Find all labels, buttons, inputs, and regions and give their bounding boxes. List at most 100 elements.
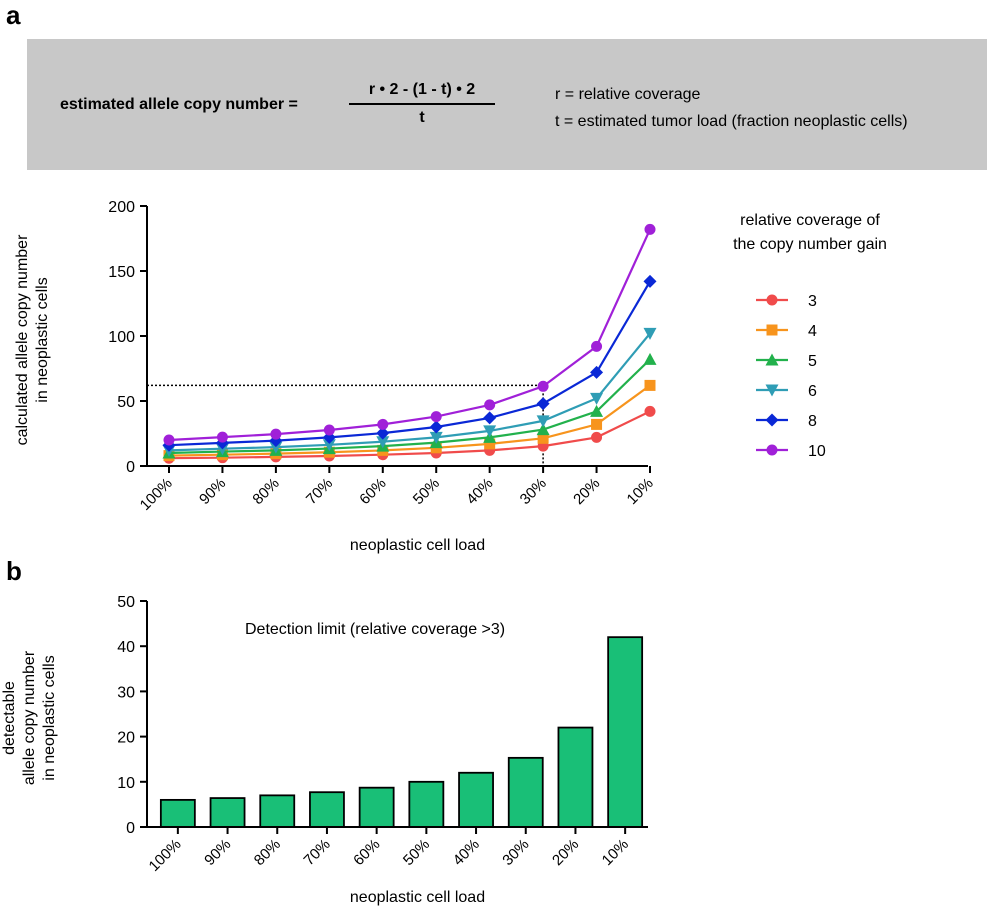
legend-title: relative coverage of [740, 212, 880, 229]
y-tick-label: 10 [117, 775, 135, 792]
legend-marker [765, 384, 779, 397]
data-point-5 [590, 404, 604, 417]
y-tick-label: 50 [117, 394, 135, 411]
bar-90% [209, 797, 246, 828]
bar-100% [159, 798, 196, 828]
data-point-6 [269, 441, 283, 454]
data-point-3 [591, 431, 603, 443]
x-tick-label: 70% [303, 475, 336, 508]
y-tick-label: 20 [117, 730, 135, 747]
legend-marker [765, 413, 779, 427]
bar-20% [557, 726, 594, 828]
data-point-6 [590, 392, 604, 405]
legend-label: 10 [808, 443, 826, 460]
data-point-3 [644, 405, 656, 417]
data-point-10 [537, 380, 549, 392]
legend-label: 4 [808, 323, 817, 340]
y-axis-label: allele copy number [21, 650, 38, 785]
y-tick-label: 0 [126, 459, 135, 476]
data-point-6 [322, 439, 336, 452]
data-point-4 [644, 379, 656, 391]
y-tick-label: 200 [108, 199, 135, 216]
y-tick-label: 150 [108, 264, 135, 281]
data-point-8 [590, 365, 604, 379]
x-tick-label: 100% [137, 475, 176, 514]
data-point-6 [483, 425, 497, 438]
data-point-10 [216, 431, 228, 443]
data-point-5 [536, 423, 550, 436]
y-tick-label: 0 [126, 820, 135, 837]
y-axis-label: calculated allele copy number [14, 234, 31, 445]
bar-30% [507, 756, 544, 828]
data-point-6 [429, 431, 443, 444]
fraction-bar [349, 103, 495, 105]
data-point-4 [591, 418, 603, 430]
formula-box: estimated allele copy number = r • 2 - (… [27, 39, 987, 170]
data-point-10 [377, 418, 389, 430]
data-point-10 [270, 428, 282, 440]
x-tick-label: 90% [201, 836, 234, 869]
x-tick-label: 80% [251, 836, 284, 869]
y-axis-label: in neoplastic cells [34, 277, 51, 402]
x-tick-label: 60% [356, 475, 389, 508]
variable-t-definition: t = estimated tumor load (fraction neopl… [555, 113, 908, 130]
x-tick-label: 40% [463, 475, 496, 508]
x-tick-label: 20% [570, 475, 603, 508]
formula-fraction: r • 2 - (1 - t) • 2 t [349, 81, 495, 127]
y-tick-label: 30 [117, 684, 135, 701]
legend-item: 6 [756, 383, 817, 400]
data-point-10 [323, 424, 335, 436]
data-point-6 [643, 327, 657, 340]
legend-label: 6 [808, 383, 817, 400]
data-point-8 [376, 426, 390, 440]
legend-label: 8 [808, 413, 817, 430]
legend-item: 10 [756, 443, 826, 460]
legend-item: 5 [756, 353, 817, 370]
line-chart: 0 50 100 150 200 100% 90% 80% 70% 60% 50% 40% 30% 20%… [14, 199, 887, 554]
x-axis-label: neoplastic cell load [350, 889, 485, 906]
data-point-6 [536, 415, 550, 428]
bar-60% [358, 786, 395, 828]
series-line-8 [168, 280, 651, 447]
formula-denominator: t [419, 109, 425, 126]
data-point-10 [484, 399, 496, 411]
x-tick-label: 30% [517, 475, 550, 508]
data-point-8 [643, 274, 657, 288]
bar-70% [309, 791, 345, 828]
legend-marker [766, 324, 778, 336]
series-line-3 [168, 410, 651, 460]
data-point-8 [483, 411, 497, 425]
data-point-10 [591, 340, 603, 352]
data-point-4 [537, 432, 549, 444]
bar-50% [408, 780, 445, 828]
x-tick-label: 50% [410, 475, 443, 508]
legend-item: 8 [756, 413, 817, 430]
x-tick-label: 10% [599, 836, 632, 869]
data-point-10 [644, 223, 656, 235]
legend-marker [765, 353, 779, 366]
x-tick-label: 40% [450, 836, 483, 869]
x-tick-label: 10% [624, 475, 657, 508]
bar-10% [607, 636, 644, 828]
formula-variables: r = relative coverage t = estimated tumo… [555, 81, 908, 135]
x-tick-label: 30% [499, 836, 532, 869]
y-axis-label: in neoplastic cells [41, 655, 58, 780]
y-axis-label: detectable [1, 681, 18, 755]
data-point-4 [484, 438, 496, 450]
bar-80% [259, 794, 296, 828]
x-tick-label: 60% [350, 836, 383, 869]
x-tick-label: 70% [301, 836, 334, 869]
series-line-4 [168, 384, 651, 457]
series-line-5 [168, 358, 651, 455]
series-line-6 [168, 332, 651, 452]
x-tick-label: 50% [400, 836, 433, 869]
legend-marker [766, 444, 778, 456]
x-tick-label: 80% [249, 475, 282, 508]
data-point-10 [430, 411, 442, 423]
legend-label: 3 [808, 293, 817, 310]
data-point-8 [536, 397, 550, 411]
data-point-8 [429, 420, 443, 434]
legend-item: 3 [756, 293, 817, 310]
legend-title: the copy number gain [733, 236, 887, 253]
